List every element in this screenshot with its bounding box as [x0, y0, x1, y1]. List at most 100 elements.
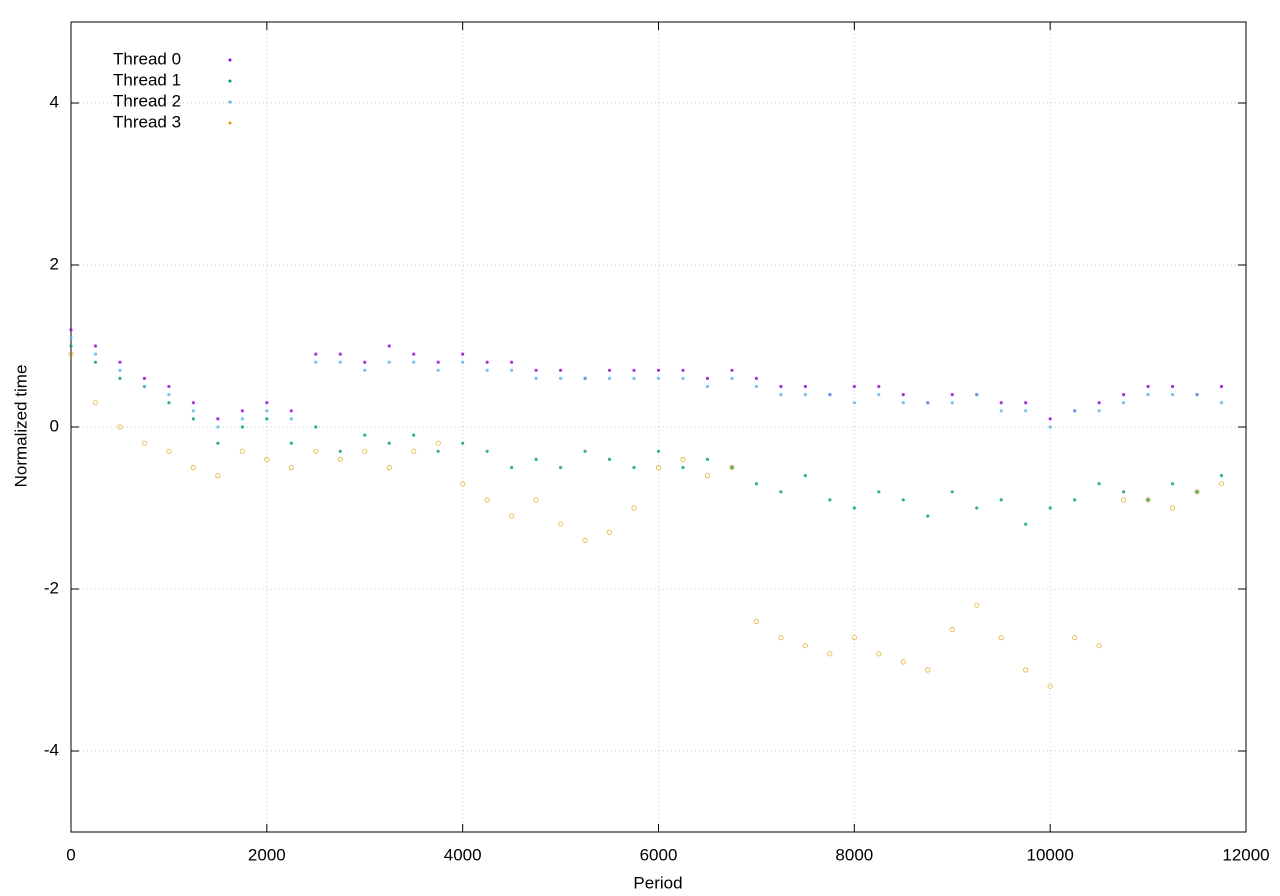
data-point [240, 409, 244, 413]
data-point [999, 401, 1003, 405]
data-point [461, 441, 465, 445]
y-tick-label: 2 [50, 254, 59, 273]
data-point [1072, 634, 1078, 641]
data-point [117, 424, 123, 430]
data-point [1170, 384, 1175, 389]
data-point [877, 384, 881, 389]
data-point [314, 352, 318, 356]
x-tick-label: 10000 [1027, 845, 1074, 864]
data-point [387, 360, 391, 364]
data-point [265, 409, 269, 413]
data-point [1122, 401, 1126, 405]
data-point [1219, 401, 1224, 405]
data-point [1169, 505, 1176, 511]
data-point [118, 368, 122, 372]
data-point [166, 448, 172, 454]
data-point [632, 368, 636, 372]
data-point [852, 384, 856, 389]
data-point [606, 529, 613, 535]
x-tick-label: 4000 [444, 845, 482, 864]
data-point [167, 393, 171, 397]
data-point [534, 457, 538, 461]
data-point [779, 384, 783, 389]
x-tick-label: 0 [66, 845, 75, 864]
legend-label: Thread 0 [113, 49, 181, 68]
data-point [485, 360, 489, 364]
data-point [93, 344, 98, 348]
data-point [461, 352, 465, 356]
data-point [216, 417, 220, 421]
data-point [705, 457, 710, 461]
data-point [729, 464, 735, 471]
data-point [239, 448, 245, 454]
data-point [1024, 409, 1028, 413]
data-point [631, 505, 637, 511]
data-point [876, 651, 882, 657]
y-tick-label: -4 [44, 740, 59, 759]
data-point [704, 472, 711, 479]
data-point [558, 368, 563, 372]
data-point [925, 667, 931, 673]
data-point [999, 498, 1003, 502]
data-point [999, 409, 1003, 413]
data-point [754, 376, 759, 380]
data-point [949, 626, 955, 633]
data-point [656, 376, 661, 380]
data-point [656, 449, 661, 453]
data-point [877, 490, 881, 494]
data-point [900, 659, 906, 665]
data-point [289, 441, 293, 445]
data-point [607, 457, 612, 461]
data-point [167, 384, 171, 389]
data-point [950, 490, 954, 494]
data-point [1170, 482, 1175, 486]
data-point [1097, 482, 1101, 486]
data-point [1146, 384, 1150, 389]
data-point [142, 384, 147, 389]
data-point [387, 441, 391, 445]
data-point [558, 376, 563, 380]
data-point [681, 368, 685, 372]
data-point [681, 465, 685, 470]
data-point [681, 376, 685, 380]
data-point [436, 368, 440, 372]
data-point [534, 368, 538, 372]
data-point [803, 384, 807, 389]
data-point [975, 393, 979, 397]
data-point [803, 474, 807, 478]
data-point [1073, 498, 1077, 502]
data-point [363, 368, 367, 372]
data-point [680, 456, 686, 462]
data-point [240, 425, 244, 429]
data-point [436, 449, 440, 453]
data-point [730, 368, 734, 372]
data-point [558, 465, 563, 470]
data-point [1097, 401, 1101, 405]
data-point [289, 409, 293, 413]
data-point [779, 490, 783, 494]
data-point [412, 433, 416, 437]
data-point [191, 401, 195, 405]
data-point [338, 360, 342, 364]
data-point [435, 440, 441, 446]
data-point [1024, 522, 1028, 526]
data-point [901, 401, 905, 405]
data-point [363, 360, 367, 364]
data-point [852, 401, 856, 405]
data-point [534, 376, 538, 380]
data-point [1097, 409, 1101, 413]
data-point [852, 506, 856, 510]
data-point [386, 464, 392, 471]
data-point [974, 602, 980, 608]
y-tick-label: 0 [50, 416, 59, 435]
data-point [461, 360, 465, 364]
data-point [632, 465, 636, 470]
data-point [363, 433, 367, 437]
data-point [1048, 425, 1052, 429]
legend-marker [228, 121, 232, 125]
data-point [607, 368, 612, 372]
data-point [607, 376, 612, 380]
data-point [167, 401, 171, 405]
data-point [779, 393, 783, 397]
